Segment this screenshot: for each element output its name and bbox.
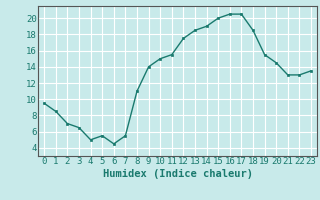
X-axis label: Humidex (Indice chaleur): Humidex (Indice chaleur): [103, 169, 252, 179]
